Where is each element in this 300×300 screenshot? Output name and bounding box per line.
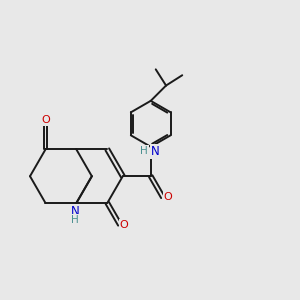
Text: N: N xyxy=(70,205,79,218)
Text: H: H xyxy=(140,146,148,156)
Text: O: O xyxy=(120,220,129,230)
Text: N: N xyxy=(151,145,160,158)
Text: H: H xyxy=(71,215,79,225)
Text: O: O xyxy=(41,115,50,125)
Text: O: O xyxy=(164,192,172,202)
